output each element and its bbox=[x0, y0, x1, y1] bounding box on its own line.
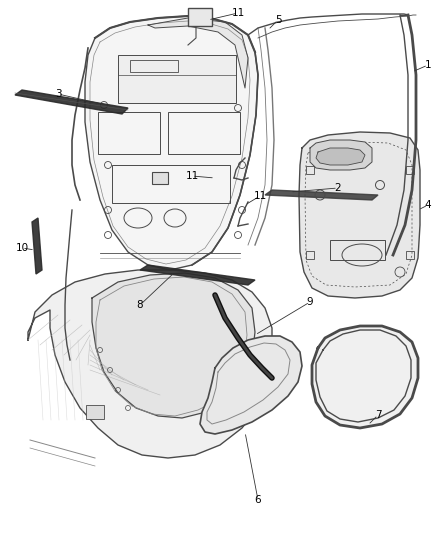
Polygon shape bbox=[148, 18, 248, 88]
Text: 9: 9 bbox=[307, 297, 313, 307]
Text: 1: 1 bbox=[425, 60, 431, 70]
Polygon shape bbox=[299, 132, 420, 298]
Polygon shape bbox=[265, 190, 378, 200]
Bar bbox=[86, 405, 104, 419]
Polygon shape bbox=[28, 270, 272, 458]
Polygon shape bbox=[32, 218, 42, 274]
Bar bbox=[306, 251, 314, 259]
Bar bbox=[306, 166, 314, 174]
Text: 2: 2 bbox=[335, 183, 341, 193]
Polygon shape bbox=[140, 265, 255, 285]
Text: 10: 10 bbox=[15, 243, 28, 253]
Text: 11: 11 bbox=[231, 8, 245, 18]
Bar bbox=[130, 60, 178, 72]
Bar bbox=[330, 240, 385, 260]
Bar bbox=[98, 112, 160, 154]
Polygon shape bbox=[85, 16, 258, 270]
Polygon shape bbox=[200, 336, 302, 434]
Text: 11: 11 bbox=[253, 191, 267, 201]
Bar bbox=[152, 172, 168, 184]
Text: 5: 5 bbox=[275, 15, 281, 25]
Polygon shape bbox=[15, 90, 128, 114]
Text: 4: 4 bbox=[425, 200, 431, 210]
Polygon shape bbox=[312, 326, 418, 428]
Bar bbox=[118, 55, 236, 103]
Text: 7: 7 bbox=[374, 410, 381, 420]
Bar bbox=[406, 251, 414, 259]
Bar bbox=[112, 165, 230, 203]
Polygon shape bbox=[310, 140, 372, 170]
Text: 11: 11 bbox=[185, 171, 198, 181]
Text: 8: 8 bbox=[137, 300, 143, 310]
Bar bbox=[168, 112, 240, 154]
Bar bbox=[406, 166, 414, 174]
FancyBboxPatch shape bbox=[188, 8, 212, 26]
Text: 6: 6 bbox=[254, 495, 261, 505]
Polygon shape bbox=[92, 273, 255, 418]
Text: 3: 3 bbox=[55, 89, 61, 99]
Polygon shape bbox=[316, 148, 365, 165]
